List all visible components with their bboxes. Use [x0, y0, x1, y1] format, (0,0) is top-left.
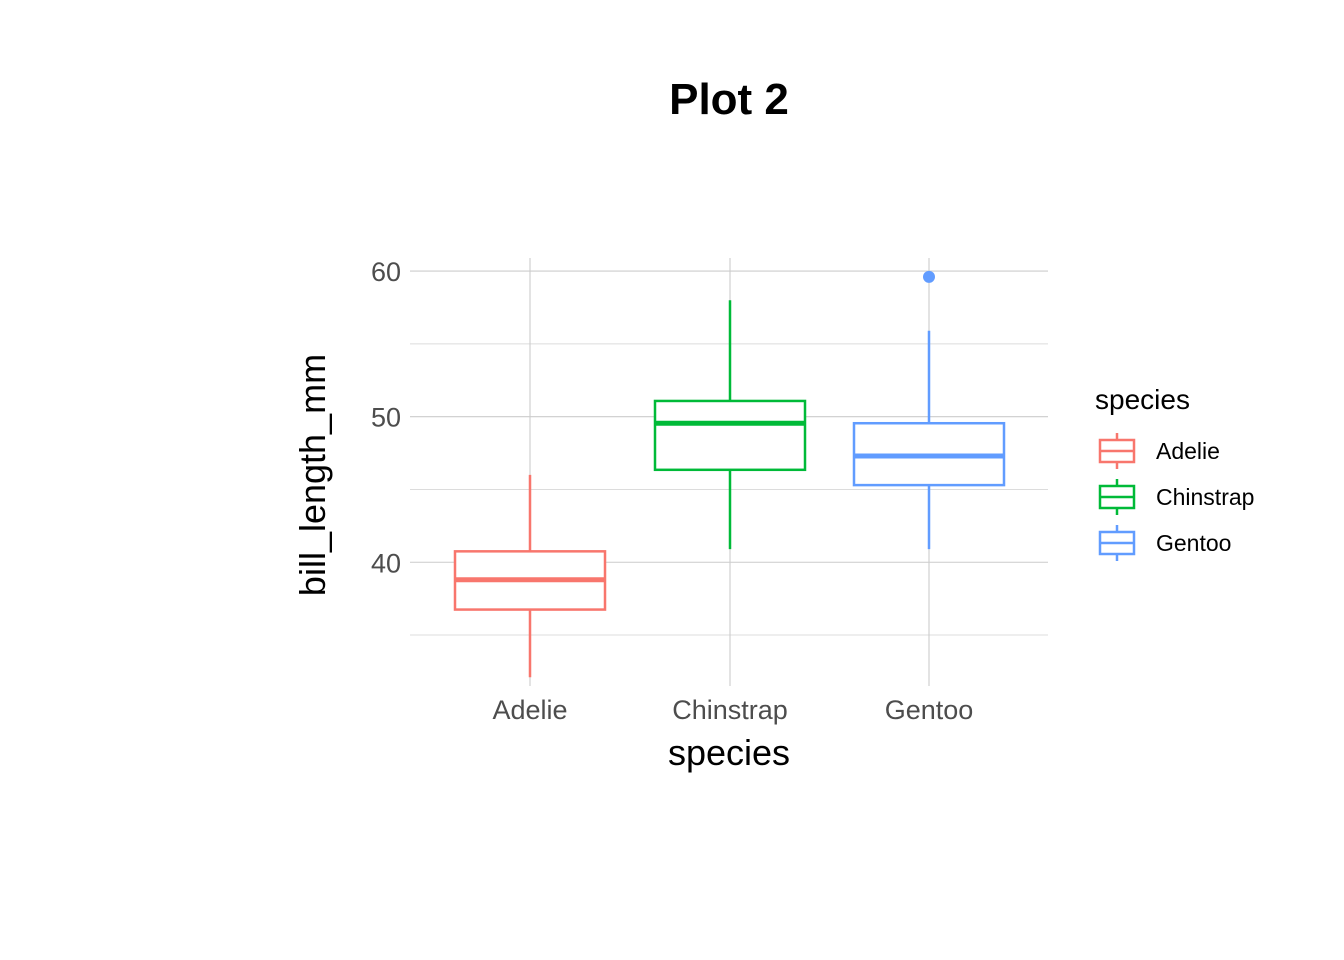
- legend-label: Gentoo: [1156, 530, 1231, 556]
- box-gentoo: [852, 270, 1006, 550]
- legend-item-chinstrap: Chinstrap: [1098, 479, 1254, 515]
- legend: species Adelie Chinstrap Gentoo: [1095, 384, 1254, 561]
- x-tick-label: Chinstrap: [672, 695, 788, 725]
- chart-title: Plot 2: [669, 75, 789, 124]
- x-tick-labels: Adelie Chinstrap Gentoo: [492, 695, 973, 725]
- box-adelie: [453, 474, 607, 678]
- y-tick-label: 60: [371, 257, 401, 287]
- legend-item-gentoo: Gentoo: [1098, 525, 1231, 561]
- legend-label: Adelie: [1156, 438, 1220, 464]
- y-tick-label: 50: [371, 403, 401, 433]
- x-tick-label: Gentoo: [885, 695, 974, 725]
- x-tick-label: Adelie: [492, 695, 567, 725]
- x-axis-title: species: [668, 732, 790, 773]
- y-tick-labels: 40 50 60: [371, 257, 401, 578]
- outlier-point: [923, 270, 935, 283]
- legend-title: species: [1095, 384, 1190, 415]
- legend-label: Chinstrap: [1156, 484, 1254, 510]
- y-tick-label: 40: [371, 548, 401, 578]
- box-chinstrap: [653, 300, 807, 550]
- boxes: [453, 270, 1006, 678]
- y-axis-title: bill_length_mm: [292, 354, 333, 596]
- legend-item-adelie: Adelie: [1098, 433, 1220, 469]
- box-iqr: [653, 399, 807, 472]
